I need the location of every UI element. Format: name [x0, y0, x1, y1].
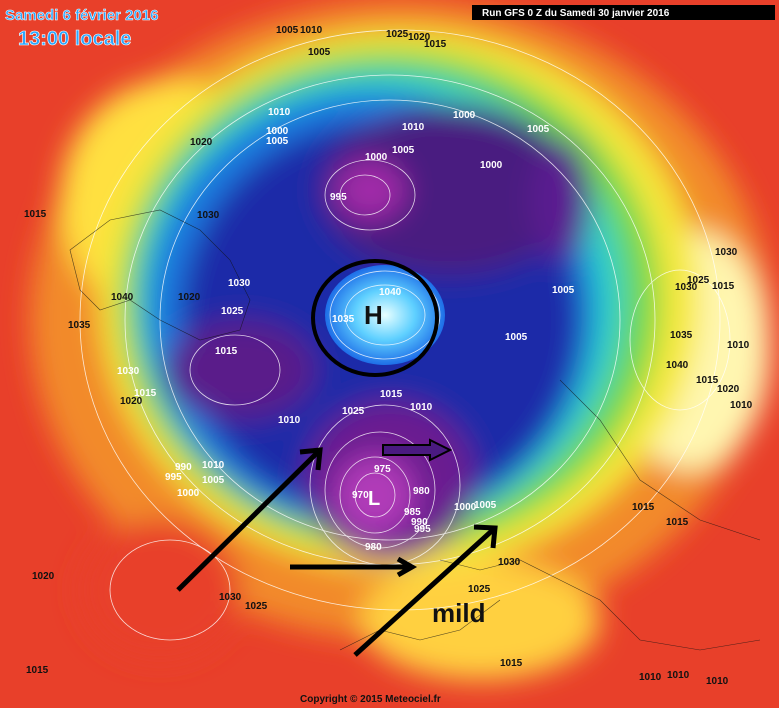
pressure-label: 1015 [500, 658, 523, 669]
run-box [472, 5, 775, 20]
pressure-label: 1005 [308, 47, 331, 58]
pressure-label: 980 [413, 486, 430, 497]
pressure-label: 1010 [268, 107, 291, 118]
high-label: H [364, 300, 383, 330]
pressure-label: 995 [165, 472, 182, 483]
pressure-label: 1030 [498, 557, 521, 568]
pressure-label: 1025 [468, 584, 491, 595]
pressure-label: 1005 [276, 25, 299, 36]
pressure-label: 980 [365, 542, 382, 553]
pressure-label: 1020 [32, 571, 55, 582]
pressure-label: 1030 [197, 210, 220, 221]
pressure-label: 1025 [221, 306, 244, 317]
pressure-label: 1020 [717, 384, 740, 395]
pressure-label: 1005 [527, 124, 550, 135]
pressure-label: 1015 [26, 665, 49, 676]
pressure-label: 1025 [687, 275, 710, 286]
pressure-label: 1005 [266, 136, 289, 147]
pressure-label: 1010 [278, 415, 301, 426]
pressure-label: 1005 [202, 475, 225, 486]
run-info: Run GFS 0 Z du Samedi 30 janvier 2016 [482, 8, 670, 19]
pressure-label: 1015 [424, 39, 447, 50]
pressure-label: 1020 [408, 32, 431, 43]
copyright: Copyright © 2015 Meteociel.fr [300, 694, 441, 705]
pressure-label: 1020 [190, 137, 213, 148]
pressure-label: 1040 [379, 287, 402, 298]
pressure-label: 1000 [266, 126, 289, 137]
pressure-label: 1025 [245, 601, 268, 612]
pressure-label: 1010 [402, 122, 425, 133]
pressure-label: 1005 [505, 332, 528, 343]
pressure-label: 1025 [386, 29, 409, 40]
pressure-label: 1010 [706, 676, 729, 687]
pressure-label: 1000 [453, 110, 476, 121]
pressure-label: 995 [414, 524, 431, 535]
pressure-label: 1005 [474, 500, 497, 511]
pressure-label: 975 [374, 464, 391, 475]
pressure-label: 1000 [480, 160, 503, 171]
pressure-label: 985 [404, 507, 421, 518]
pressure-label: 1010 [300, 25, 323, 36]
pressure-label: 1040 [666, 360, 689, 371]
pressure-label: 1015 [712, 281, 735, 292]
arrows [176, 438, 498, 657]
pressure-label: 1035 [68, 320, 91, 331]
pressure-label: 1010 [639, 672, 662, 683]
low-label: L [368, 488, 380, 510]
pressure-label: 1030 [715, 247, 738, 258]
pressure-label: 995 [330, 192, 347, 203]
pressure-label: 1030 [228, 278, 251, 289]
pressure-label: 1005 [552, 285, 575, 296]
pressure-label: 1010 [202, 460, 225, 471]
pressure-label: 1030 [219, 592, 242, 603]
pressure-label: 1000 [177, 488, 200, 499]
pressure-label: 1000 [454, 502, 477, 513]
pressure-label: 1020 [178, 292, 201, 303]
pressure-label: 1040 [111, 292, 134, 303]
map-time: 13:00 locale [18, 28, 131, 50]
pressure-label: 1020 [120, 396, 143, 407]
high-circle [311, 259, 439, 377]
pressure-label: 1015 [632, 502, 655, 513]
pressure-label: 1000 [365, 152, 388, 163]
pressure-label: 990 [175, 462, 192, 473]
pressure-label: 1005 [392, 145, 415, 156]
pressure-label: 1015 [215, 346, 238, 357]
pressure-label: 1010 [727, 340, 750, 351]
mild-label: mild [432, 598, 485, 628]
pressure-label: 970 [352, 490, 369, 501]
pressure-label: 1010 [667, 670, 690, 681]
pressure-label: 1035 [670, 330, 693, 341]
pressure-label: 990 [411, 517, 428, 528]
high-pressure-core [325, 265, 445, 365]
pressure-label: 1010 [730, 400, 753, 411]
pressure-label: 1015 [666, 517, 689, 528]
pressure-label: 1015 [24, 209, 47, 220]
pressure-label: 1030 [675, 282, 698, 293]
pressure-label: 1030 [117, 366, 140, 377]
pressure-label: 1025 [342, 406, 365, 417]
pressure-label: 1015 [134, 388, 157, 399]
pressure-label: 1015 [380, 389, 403, 400]
coastlines [69, 209, 761, 651]
pressure-label: 1010 [410, 402, 433, 413]
pressure-label: 1015 [696, 375, 719, 386]
map-date: Samedi 6 février 2016 [5, 7, 158, 24]
pressure-label: 1035 [332, 314, 355, 325]
